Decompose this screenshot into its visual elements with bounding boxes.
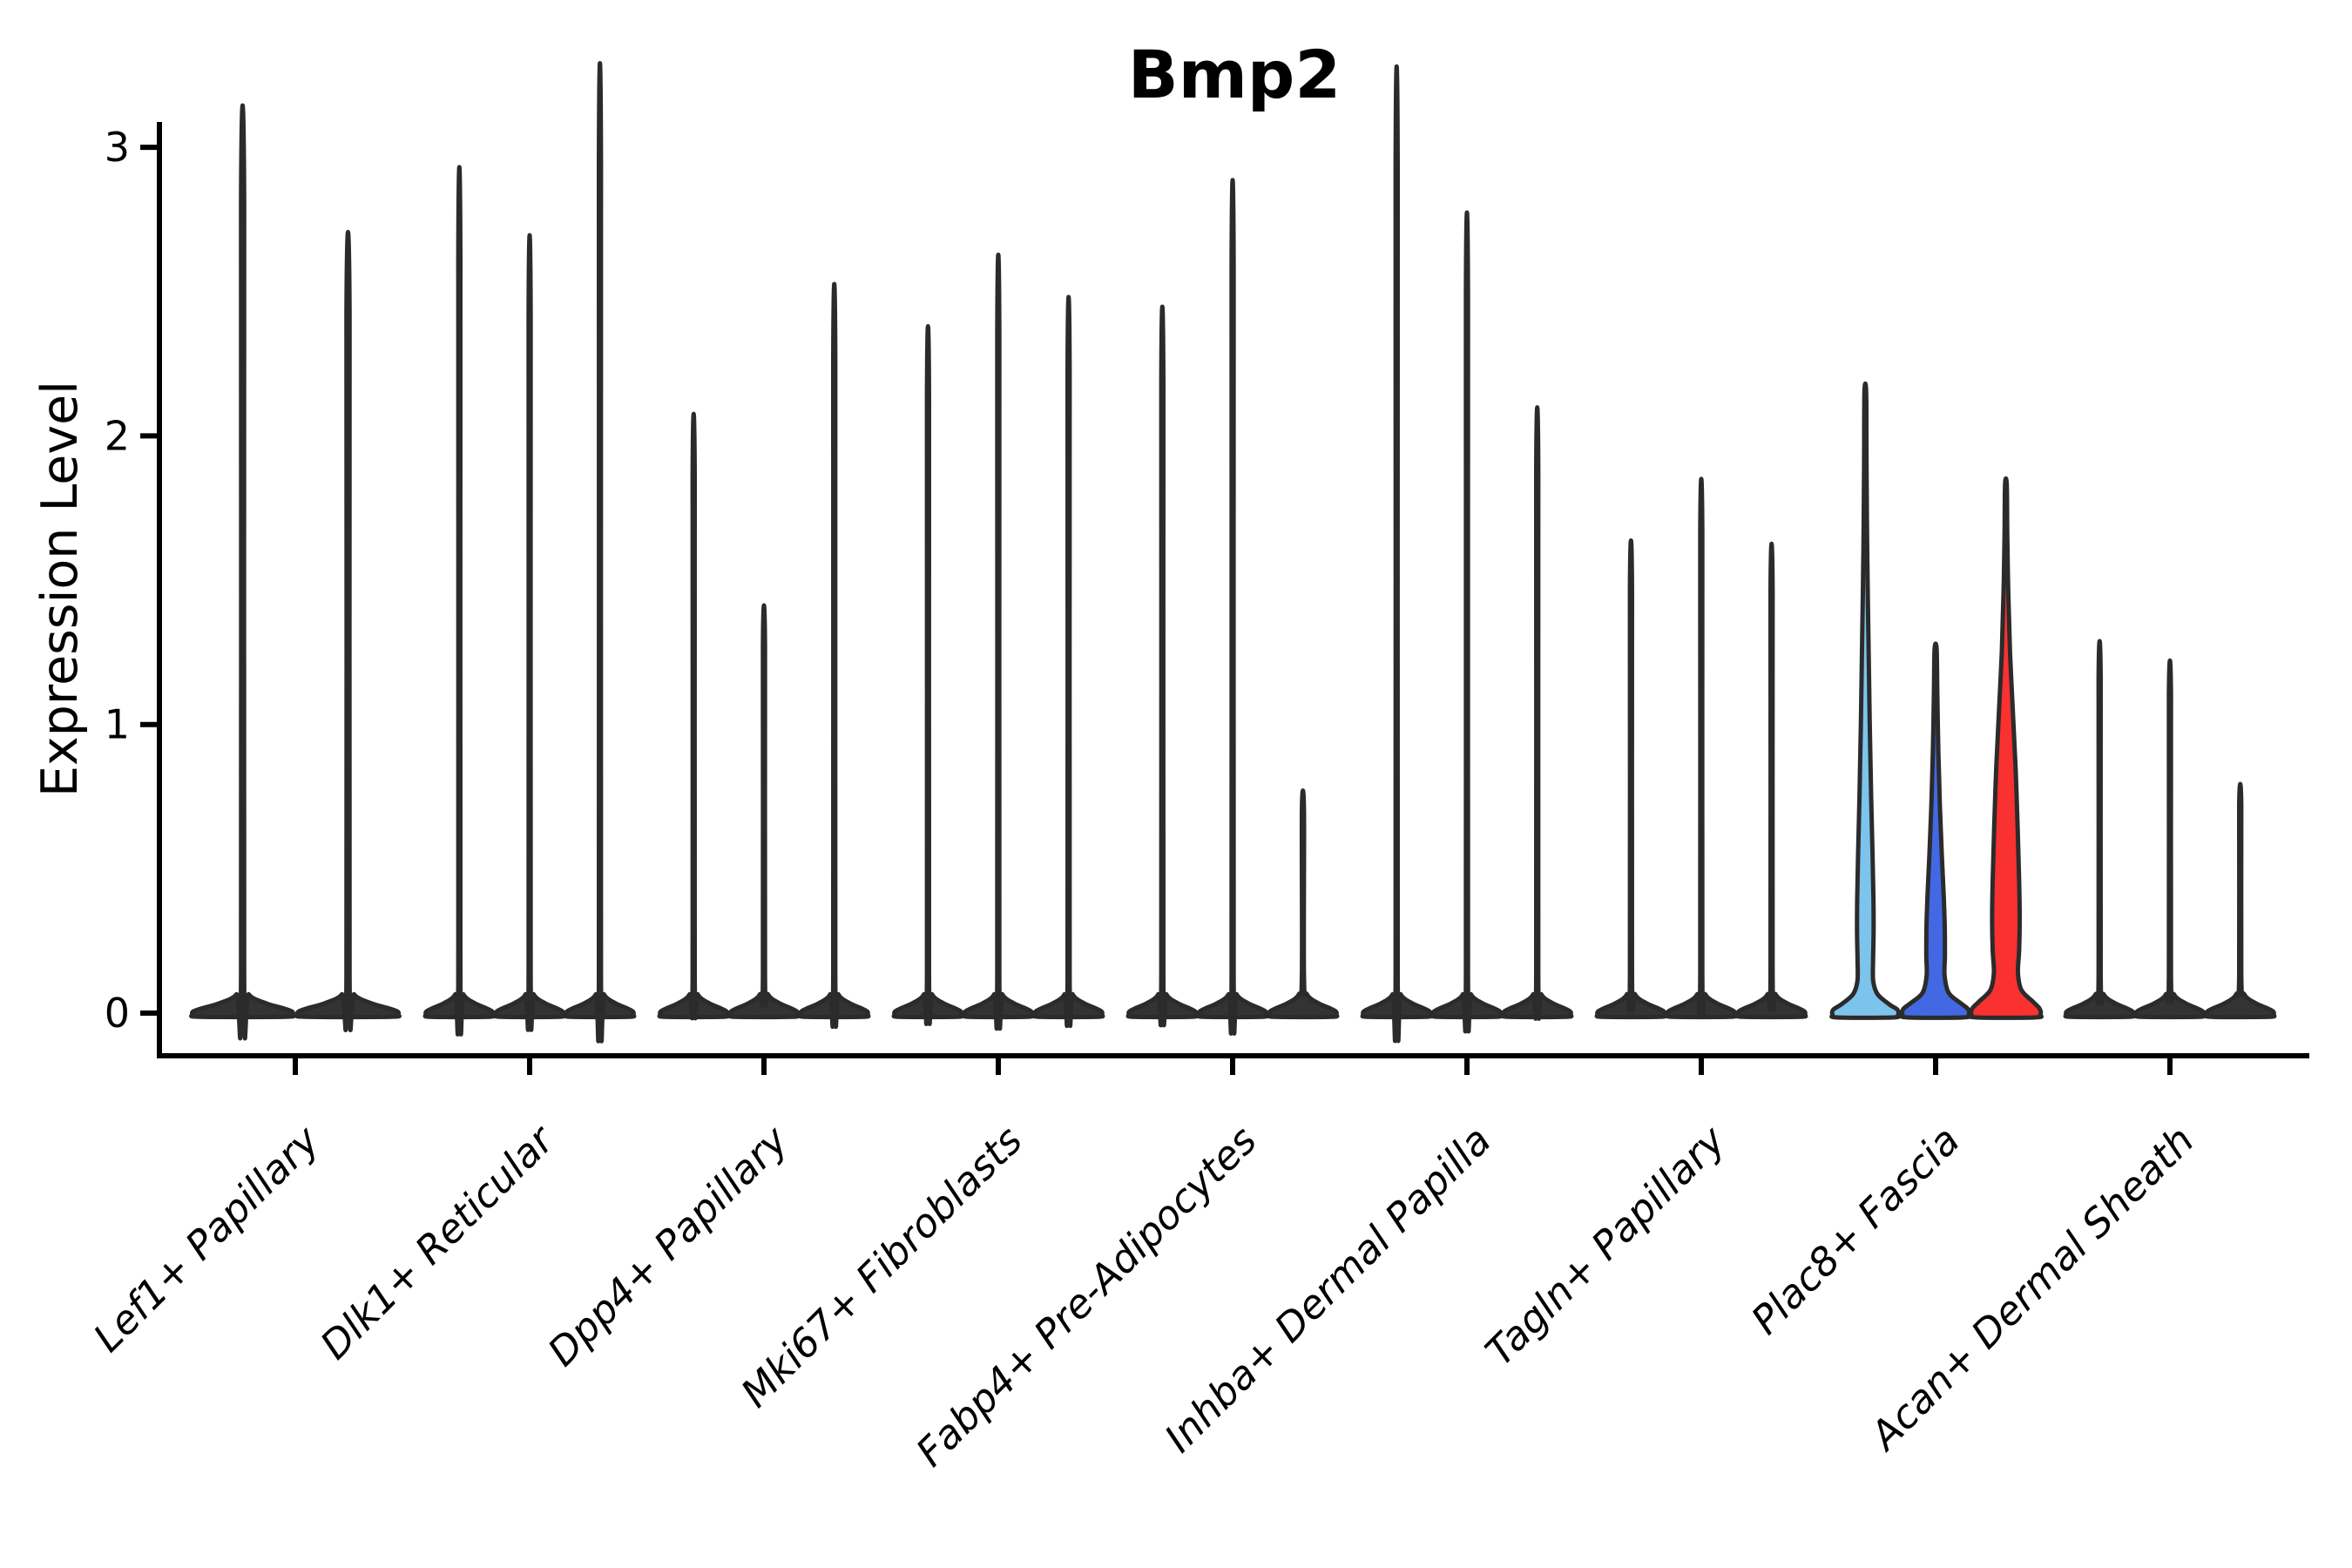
violin-7-2 [1968,476,2044,1020]
axes-layer [140,122,2309,1075]
y-tick-label: 0 [105,990,130,1037]
violin-3-1 [962,253,1035,1031]
violin-2-0 [657,411,731,1021]
violin-8-0 [2063,639,2137,1020]
violin-6-0 [1594,538,1668,1020]
violin-5-2 [1500,405,1574,1021]
y-tick-label: 1 [105,701,130,748]
violin-5-0 [1360,64,1434,1044]
violin-5-1 [1430,210,1504,1034]
violin-1-0 [422,165,497,1037]
violin-6-1 [1665,476,1738,1020]
violin-2-1 [727,603,801,1020]
violin-1-2 [563,61,637,1044]
violin-1-1 [493,233,566,1032]
violin-6-2 [1734,542,1808,1020]
violins-layer [189,61,2277,1044]
y-tick-label: 3 [105,124,130,171]
x-tick-label: Dpp4+ Papillary [539,1116,798,1375]
violin-4-1 [1196,178,1269,1036]
violin-0-1 [294,229,402,1033]
violin-3-0 [891,324,965,1026]
violin-4-0 [1125,304,1200,1028]
violin-7-1 [1899,641,1972,1020]
violin-8-1 [2133,659,2207,1020]
violin-0-0 [189,103,296,1041]
x-tick-label: Plac8+ Fascia [1742,1117,1969,1343]
x-tick-label: Dlk1+ Reticular [311,1116,564,1369]
violin-8-2 [2203,781,2277,1020]
x-tick-label: Lef1+ Papillary [84,1116,329,1361]
y-axis-label: Expression Level [31,381,89,797]
y-tick-label: 2 [105,412,130,459]
violin-3-2 [1031,294,1105,1029]
chart-title: Bmp2 [1128,36,1341,113]
violin-2-2 [797,281,871,1030]
x-tick-label: Tagln+ Papillary [1477,1116,1735,1375]
violin-4-2 [1266,788,1340,1020]
violin-7-0 [1829,381,1902,1020]
